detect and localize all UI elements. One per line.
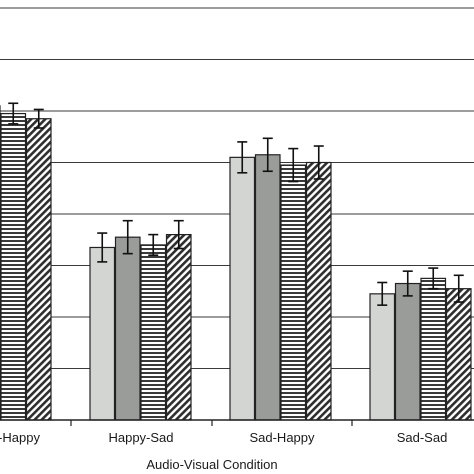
bar — [254, 154, 281, 421]
bars — [0, 105, 472, 421]
bar — [89, 246, 116, 421]
error-bars — [8, 102, 464, 306]
bar — [280, 164, 307, 421]
bar — [229, 156, 256, 421]
bar — [0, 112, 27, 421]
x-tick-label: Sad-Happy — [249, 430, 315, 445]
bar — [25, 118, 52, 421]
bar — [305, 161, 332, 421]
bar — [140, 244, 167, 421]
x-tick-labels: -Happy Happy-Sad Sad-Happy Sad-Sad — [0, 430, 447, 445]
bar — [420, 277, 447, 421]
bar — [165, 234, 192, 421]
x-axis-title: Audio-Visual Condition — [146, 457, 277, 472]
bar — [369, 293, 396, 421]
x-tick-label: Sad-Sad — [397, 430, 448, 445]
bar — [445, 288, 472, 421]
bar — [394, 282, 421, 421]
bar — [114, 236, 141, 421]
x-tick-label: Happy-Sad — [108, 430, 173, 445]
x-tick-label: -Happy — [0, 430, 40, 445]
x-axis — [0, 419, 474, 426]
